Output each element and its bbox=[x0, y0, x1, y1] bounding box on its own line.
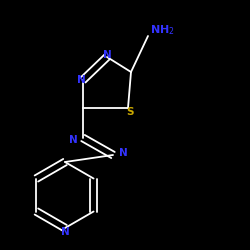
Text: NH$_2$: NH$_2$ bbox=[150, 23, 174, 37]
Text: N: N bbox=[119, 148, 128, 158]
Text: N: N bbox=[68, 135, 78, 145]
Text: S: S bbox=[126, 107, 134, 117]
Text: N: N bbox=[76, 75, 86, 85]
Text: N: N bbox=[60, 227, 70, 237]
Text: N: N bbox=[103, 50, 112, 60]
